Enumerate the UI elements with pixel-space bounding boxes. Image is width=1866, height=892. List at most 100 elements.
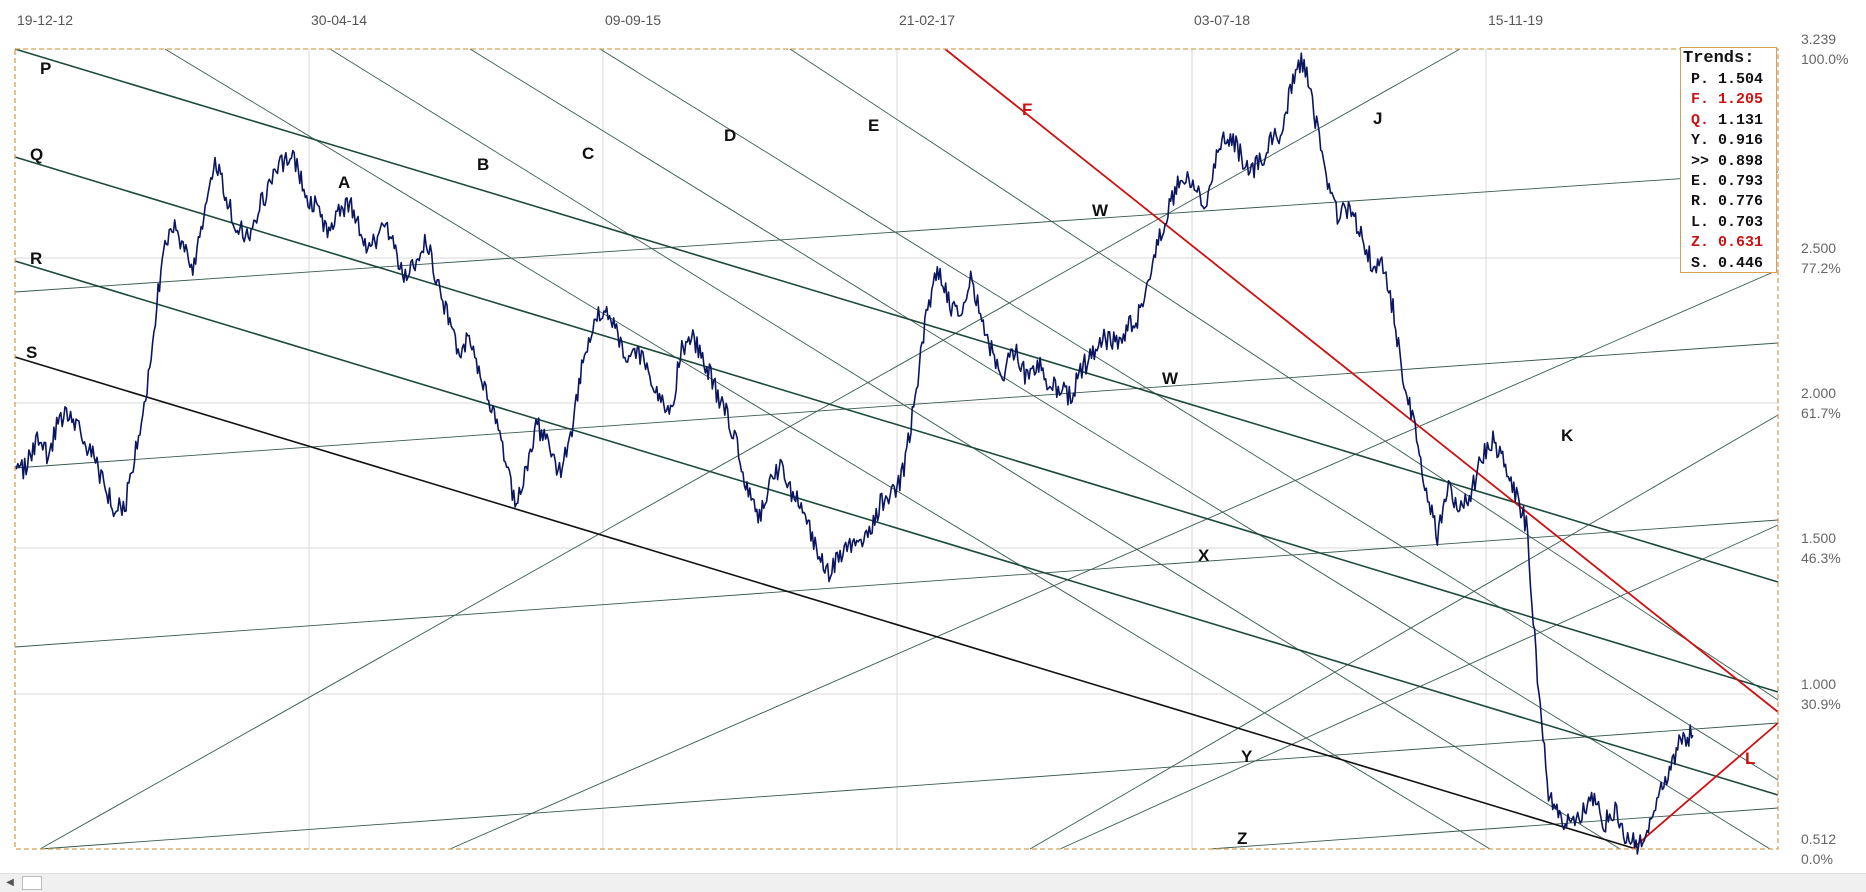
channel-lines (14, 48, 1779, 850)
trend-label-X: X (1198, 546, 1210, 565)
legend-key: S. (1691, 254, 1719, 272)
price-series (14, 52, 1694, 855)
trend-label-K: K (1561, 426, 1574, 445)
legend-row: L. 0.703 (1681, 213, 1776, 233)
y-axis-price-labels: 3.239 100.0% 2.500 77.2% 2.000 61.7% 1.500 46.3… (1801, 31, 1848, 867)
trend-line-P (14, 48, 1779, 583)
trend-line-L (1631, 722, 1779, 850)
legend-key: Y. (1691, 132, 1719, 150)
horizontal-scrollbar[interactable]: ◀ (0, 873, 1866, 892)
legend-value: 1.131 (1718, 111, 1764, 129)
legend-key: P. (1691, 71, 1719, 88)
x-tick-label: 30-04-14 (311, 12, 367, 28)
x-tick-label: 09-09-15 (605, 12, 661, 28)
trend-label-L: L (1745, 749, 1755, 768)
legend-key: R. (1691, 193, 1719, 211)
fan-line-6 (449, 269, 1779, 850)
y-tick-price-label: 2.000 (1801, 385, 1836, 401)
x-axis-date-labels: 19-12-12 30-04-14 09-09-15 21-02-17 03-07-18… (17, 12, 1543, 28)
legend-value: 0.793 (1718, 172, 1764, 190)
y-tick-price-label: 2.500 (1801, 240, 1836, 256)
y-tick-percent-label: 46.3% (1801, 550, 1841, 566)
legend-title: Trends: (1683, 49, 1755, 68)
plot-frame (14, 48, 1779, 850)
legend-key: L. (1691, 213, 1719, 231)
trend-label-Y: Y (1241, 747, 1253, 766)
legend-value: 0.703 (1718, 213, 1764, 231)
legend-row: R. 0.776 (1681, 192, 1776, 212)
trend-label-J: J (1373, 109, 1382, 128)
legend-key: >> (1691, 152, 1719, 170)
x-tick-label: 03-07-18 (1194, 12, 1250, 28)
fan-line-12 (1209, 807, 1779, 850)
trend-line-R (14, 260, 1779, 796)
legend-row: Q. 1.131 (1681, 111, 1776, 131)
fan-line-7 (1029, 414, 1779, 850)
trend-label-D: D (724, 126, 736, 145)
trend-label-A: A (338, 173, 350, 192)
fan-line-4 (789, 48, 1779, 701)
legend-value: 0.898 (1718, 152, 1764, 170)
fan-line-10 (14, 519, 1779, 648)
fan-line-11 (39, 722, 1779, 850)
trend-line-S (14, 356, 1637, 850)
trend-line-Q (14, 156, 1779, 693)
legend-value: 0.446 (1718, 254, 1764, 272)
legend-row: S. 0.446 (1681, 254, 1776, 274)
trend-line-F (944, 48, 1779, 713)
y-tick-price-label: 0.512 (1801, 831, 1836, 847)
y-tick-price-label: 1.500 (1801, 530, 1836, 546)
legend-value: 0.631 (1718, 234, 1764, 252)
trend-label-P: P (40, 59, 51, 78)
y-tick-price-label: 3.239 (1801, 31, 1836, 47)
x-tick-label: 15-11-19 (1488, 12, 1543, 28)
scrollbar-thumb[interactable] (22, 876, 42, 890)
trend-label-R: R (30, 249, 42, 268)
fan-line-2 (469, 48, 1771, 850)
fan-line-5 (39, 48, 1461, 850)
legend-value: 0.776 (1718, 193, 1764, 211)
y-tick-percent-label: 77.2% (1801, 260, 1841, 276)
fan-line-3 (599, 48, 1779, 781)
legend-rows: P. 1.504 F. 1.205 Q. 1.131 Y. 0.916 >> 0.898… (1681, 70, 1776, 274)
legend-value: 1.504 (1718, 71, 1764, 88)
legend-row: >> 0.898 (1681, 152, 1776, 172)
trend-label-Q: Q (30, 145, 43, 164)
fan-lines (14, 48, 1779, 850)
chevron-left-icon[interactable]: ◀ (6, 877, 14, 888)
grid-lines (15, 49, 1778, 849)
trend-label-C: C (582, 144, 594, 163)
legend-row: Z. 0.631 (1681, 233, 1776, 253)
legend-value: 0.916 (1718, 132, 1764, 150)
fan-line-9 (14, 342, 1779, 469)
fan-line-8 (14, 171, 1779, 293)
trend-label-B: B (477, 155, 489, 174)
x-tick-label: 21-02-17 (899, 12, 955, 28)
trend-labels: P Q R S A B C D E F W W J K X Y Z L (26, 59, 1755, 848)
trend-label-F: F (1022, 100, 1032, 119)
legend-row: F. 1.205 (1681, 90, 1776, 110)
x-tick-label: 19-12-12 (17, 12, 73, 28)
y-tick-percent-label: 0.0% (1801, 851, 1833, 867)
trend-label-W: W (1162, 369, 1179, 388)
legend-row: Y. 0.916 (1681, 131, 1776, 151)
y-tick-percent-label: 100.0% (1801, 51, 1848, 67)
plot-border (14, 48, 1779, 850)
chart: P Q R S A B C D E F W W J K X Y Z L 19-12-12 30-04-14 09-09… (14, 12, 1848, 867)
legend-key: E. (1691, 172, 1719, 190)
trend-label-W: W (1092, 201, 1109, 220)
legend-key: F. (1691, 91, 1719, 109)
trend-label-Z: Z (1237, 829, 1247, 848)
legend-key: Q. (1691, 111, 1719, 129)
legend-row: E. 0.793 (1681, 172, 1776, 192)
legend-key: Z. (1691, 234, 1719, 252)
y-tick-price-label: 1.000 (1801, 676, 1836, 692)
legend-row: P. 1.504 (1681, 70, 1776, 90)
y-tick-percent-label: 61.7% (1801, 405, 1841, 421)
legend-value: 1.205 (1718, 91, 1764, 109)
fan-line-0 (164, 48, 1491, 850)
trend-label-E: E (868, 116, 879, 135)
trends-legend: Trends: P. 1.504 F. 1.205 Q. 1.131 Y. 0.916… (1680, 47, 1777, 273)
price-line (14, 52, 1694, 855)
y-tick-percent-label: 30.9% (1801, 696, 1841, 712)
